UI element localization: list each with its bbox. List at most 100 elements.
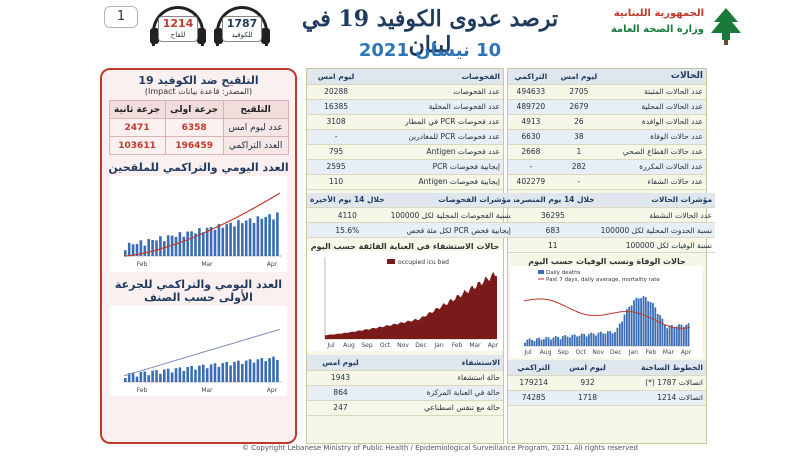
daily-vaccination-bar	[163, 241, 166, 256]
death-bar	[580, 333, 583, 346]
first-dose-bar	[131, 372, 135, 382]
cases-panel: الحالات ليوم امس التراكمي عدد الحالات ال…	[507, 68, 716, 444]
daily-vaccination-bar	[209, 227, 213, 256]
death-bar	[528, 338, 531, 346]
x-tick-label: Nov	[592, 349, 604, 356]
x-tick-label: Apr	[267, 387, 278, 394]
daily-vaccination-bar	[205, 227, 209, 256]
hotline-1787-badge: 1787 للكوفيد	[214, 6, 270, 52]
vaccination-table: التلقيح جرعة اولى جرعة ثانية عدد ليوم ام…	[108, 100, 289, 155]
first-dose-bar	[198, 365, 201, 382]
death-bar	[599, 331, 602, 346]
first-dose-bar	[256, 359, 260, 382]
daily-vaccination-bar	[127, 242, 131, 256]
daily-vaccination-bar	[166, 235, 170, 256]
death-bar	[554, 336, 557, 346]
table-row: نسبة الفحوصات المحلية لكل 100000 4110	[307, 207, 514, 223]
daily-vaccination-bar	[252, 223, 256, 256]
daily-vaccination-bar	[248, 218, 252, 256]
daily-vaccination-bar	[264, 216, 267, 256]
daily-vaccination-bar	[190, 231, 193, 256]
cumulative-line	[123, 328, 281, 377]
headset-icon	[152, 6, 204, 46]
death-bar	[526, 339, 529, 346]
death-bar	[616, 327, 619, 346]
page-number: 1	[104, 6, 138, 28]
first-dose-bar	[147, 375, 150, 382]
death-bar	[607, 331, 609, 346]
first-dose-bar	[166, 368, 170, 382]
death-bar	[621, 321, 623, 346]
daily-vaccination-bar	[186, 231, 189, 256]
first-dose-bar	[217, 366, 221, 382]
hotline-number: 1214	[162, 17, 194, 30]
daily-vaccination-bar	[147, 239, 150, 256]
death-bar	[652, 303, 654, 346]
death-bar	[592, 333, 595, 346]
death-bar	[656, 314, 659, 346]
death-bar	[673, 327, 676, 346]
daily-vaccination-bar	[139, 240, 143, 256]
tests-header: الفحوصات	[365, 69, 503, 85]
death-bar	[682, 326, 685, 346]
first-dose-bar	[213, 363, 217, 382]
death-bar	[663, 324, 666, 346]
table-row: عدد الحالات الوافدة 26 4913	[508, 114, 706, 130]
death-bar	[535, 338, 538, 346]
first-dose-bar	[139, 372, 143, 382]
table-row: حالة استشفاء 1943	[307, 370, 503, 386]
cases-table: الحالات ليوم امس التراكمي عدد الحالات ال…	[508, 69, 706, 190]
x-tick-label: Apr	[267, 261, 278, 268]
death-bar	[559, 339, 562, 346]
table-row: عدد الفحوصات المحلية 16385	[307, 99, 503, 115]
table-row: نسبة الوفيات لكل 100000 11	[508, 237, 716, 253]
first-dose-bar	[155, 370, 158, 382]
first-dose-bar	[248, 359, 252, 382]
hotlines-header: الخطوط الساخنة	[615, 360, 706, 376]
chart-background	[110, 176, 287, 272]
daily-vaccination-bar	[151, 240, 154, 256]
legend-swatch	[538, 270, 544, 274]
x-tick-label: Jul	[523, 349, 532, 356]
tests-panel: الفحوصات ليوم امس عدد الفحوصات 20288 عدد …	[306, 68, 514, 444]
death-bar	[533, 341, 536, 346]
death-bar	[561, 336, 564, 346]
indicators-period: خلال 14 يوم الأخيرة	[307, 192, 388, 208]
death-bar	[659, 315, 661, 346]
table-row: عدد الحالات النشطة 36295	[508, 207, 716, 223]
first-dose-bar	[229, 365, 232, 382]
death-bar	[671, 325, 673, 346]
table-row: عدد فحوصات PCR في المطار 3108	[307, 114, 503, 130]
death-bar	[573, 334, 576, 346]
table-row: اتصالات 1214 1718 74285	[508, 390, 706, 406]
daily-vaccination-bar	[198, 228, 201, 256]
death-bar	[633, 300, 635, 346]
daily-vaccination-bar	[174, 236, 178, 256]
death-bar	[642, 296, 645, 346]
death-bar	[654, 307, 657, 346]
first-dose-bar	[194, 369, 197, 382]
first-dose-bar	[276, 359, 279, 382]
hotline-label: للكوفيد	[231, 31, 253, 39]
death-bar	[569, 337, 571, 346]
first-dose-bar	[241, 364, 244, 382]
daily-vaccination-bar	[217, 224, 221, 256]
table-row: حالة في العناية المركزة 864	[307, 385, 503, 401]
x-tick-label: Jan	[628, 349, 638, 356]
indicators-title: مؤشرات الفحوصات	[387, 192, 514, 208]
first-dose-bar	[151, 370, 154, 382]
x-tick-label: Jul	[326, 342, 335, 349]
first-dose-bar	[163, 369, 166, 382]
death-bar	[550, 339, 552, 346]
death-bar	[578, 335, 581, 346]
daily-vaccination-bar	[213, 229, 217, 256]
daily-vaccination-bar	[159, 236, 162, 256]
death-bar	[611, 333, 614, 346]
first-dose-bar	[178, 367, 182, 382]
daily-vaccination-bar	[202, 232, 205, 256]
daily-vaccination-bar	[155, 240, 158, 256]
first-dose-bar	[135, 376, 139, 382]
daily-vaccination-bar	[244, 220, 248, 256]
first-dose-bar	[225, 362, 228, 382]
x-tick-label: Aug	[343, 342, 355, 349]
